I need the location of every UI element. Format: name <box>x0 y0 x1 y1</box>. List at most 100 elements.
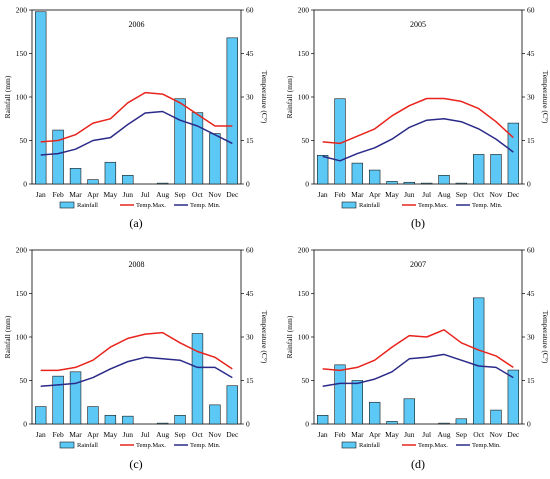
chart-title: 2007 <box>410 260 426 269</box>
panel-caption: (d) <box>411 457 425 471</box>
rainfall-bar <box>156 182 169 185</box>
legend-max-label: Temp.Max. <box>136 442 166 449</box>
right-tick-label: 0 <box>527 420 531 429</box>
right-tick-label: 0 <box>246 180 250 189</box>
left-tick-label: 100 <box>16 333 28 342</box>
y2-axis-label: Temperature (C°) <box>260 311 269 364</box>
panel-caption: (b) <box>411 216 425 230</box>
temp-max-line <box>40 331 233 372</box>
chart-title: 2006 <box>129 20 145 29</box>
left-tick-label: 200 <box>298 246 310 255</box>
x-tick-label: Dec <box>226 190 239 199</box>
x-tick-label: May <box>104 190 118 199</box>
rainfall-bar <box>209 404 221 425</box>
x-tick-label: Oct <box>473 190 485 199</box>
left-tick-label: 150 <box>298 289 310 298</box>
x-tick-label: Feb <box>334 190 346 199</box>
x-tick-label: Jul <box>422 190 431 199</box>
x-tick-label: Jun <box>404 430 415 439</box>
rainfall-bar <box>35 406 47 425</box>
legend-min-label: Temp. Min. <box>472 202 503 209</box>
left-tick-label: 150 <box>16 289 28 298</box>
rainfall-bar <box>490 409 502 425</box>
rainfall-bar <box>122 415 134 425</box>
rainfall-bar <box>174 414 186 425</box>
legend-rainfall-swatch <box>59 441 75 449</box>
right-tick-label: 15 <box>527 376 535 385</box>
right-tick-label: 60 <box>527 246 535 255</box>
x-tick-label: Sep <box>456 190 468 199</box>
x-tick-label: Sep <box>174 190 186 199</box>
rainfall-bar <box>69 371 82 425</box>
x-tick-label: Aug <box>156 430 169 439</box>
x-tick-label: Jan <box>36 190 46 199</box>
x-tick-label: Jun <box>123 430 134 439</box>
x-tick-label: Apr <box>369 430 381 439</box>
rainfall-bar <box>403 181 416 185</box>
left-tick-label: 200 <box>16 6 28 15</box>
legend-min-label: Temp.Min. <box>472 442 501 449</box>
x-tick-label: Dec <box>507 190 520 199</box>
panel-caption: (c) <box>129 457 142 471</box>
rainfall-bar <box>87 406 99 425</box>
y2-axis-label: Temperature (C°) <box>260 71 269 124</box>
right-tick-label: 30 <box>527 93 535 102</box>
right-tick-label: 30 <box>246 333 254 342</box>
x-tick-label: Jul <box>141 430 150 439</box>
rainfall-bar <box>209 133 221 185</box>
legend-rainfall-swatch <box>341 441 357 449</box>
y-axis-label: Rainfall (mm) <box>285 75 294 118</box>
x-tick-label: Feb <box>53 190 65 199</box>
legend-max-label: Temp.Max. <box>418 442 448 449</box>
x-tick-label: Mar <box>69 430 82 439</box>
left-tick-label: 0 <box>23 420 27 429</box>
rainfall-bar <box>490 154 502 185</box>
rainfall-bar <box>472 154 485 185</box>
temp-min-line <box>322 353 514 388</box>
rainfall-bar <box>191 333 204 425</box>
left-tick-label: 200 <box>16 246 28 255</box>
legend-rainfall-swatch <box>341 201 357 209</box>
x-tick-label: Dec <box>507 430 520 439</box>
left-tick-label: 0 <box>305 420 309 429</box>
legend-max-label: Temp.Max. <box>136 202 166 209</box>
chart-title: 2008 <box>129 260 145 269</box>
right-tick-label: 45 <box>246 289 254 298</box>
rainfall-bar <box>386 421 398 425</box>
rainfall-bar <box>226 385 238 425</box>
x-tick-label: Aug <box>156 190 169 199</box>
x-tick-label: Sep <box>456 430 468 439</box>
left-tick-label: 50 <box>20 136 28 145</box>
left-tick-label: 100 <box>16 93 28 102</box>
rainfall-bar <box>368 169 381 185</box>
y-axis-label: Rainfall (mm) <box>3 315 12 358</box>
rainfall-bar <box>156 422 169 425</box>
x-tick-label: Nov <box>208 430 221 439</box>
rainfall-bar <box>455 182 468 185</box>
rainfall-bar <box>455 418 468 425</box>
x-tick-label: May <box>385 190 399 199</box>
rainfall-bar <box>351 162 364 185</box>
temp-min-line <box>40 110 233 156</box>
right-tick-label: 15 <box>246 376 254 385</box>
right-tick-label: 45 <box>246 49 254 58</box>
x-tick-label: Aug <box>438 430 451 439</box>
chart-panel-3: 0 50 100 150 200 0 15 30 45 60 Jan Feb Mar Apr May Jun J… <box>3 246 269 472</box>
legend-max-label: Temp.Max. <box>418 202 448 209</box>
right-tick-label: 60 <box>246 246 254 255</box>
rainfall-bar <box>52 375 64 425</box>
rainfall-bar <box>104 161 117 185</box>
legend-min-label: Temp. Min. <box>190 442 221 449</box>
rainfall-bar <box>52 129 64 185</box>
legend-rainfall-swatch <box>59 201 75 209</box>
left-tick-label: 0 <box>305 180 309 189</box>
y-axis-label: Rainfall (mm) <box>285 315 294 358</box>
left-tick-label: 50 <box>20 376 28 385</box>
right-tick-label: 60 <box>246 6 254 15</box>
temp-max-line <box>322 97 514 145</box>
x-tick-label: Feb <box>334 430 346 439</box>
right-tick-label: 0 <box>246 420 250 429</box>
chart-title: 2005 <box>410 20 426 29</box>
right-tick-label: 15 <box>246 136 254 145</box>
rainfall-bar <box>316 154 329 185</box>
